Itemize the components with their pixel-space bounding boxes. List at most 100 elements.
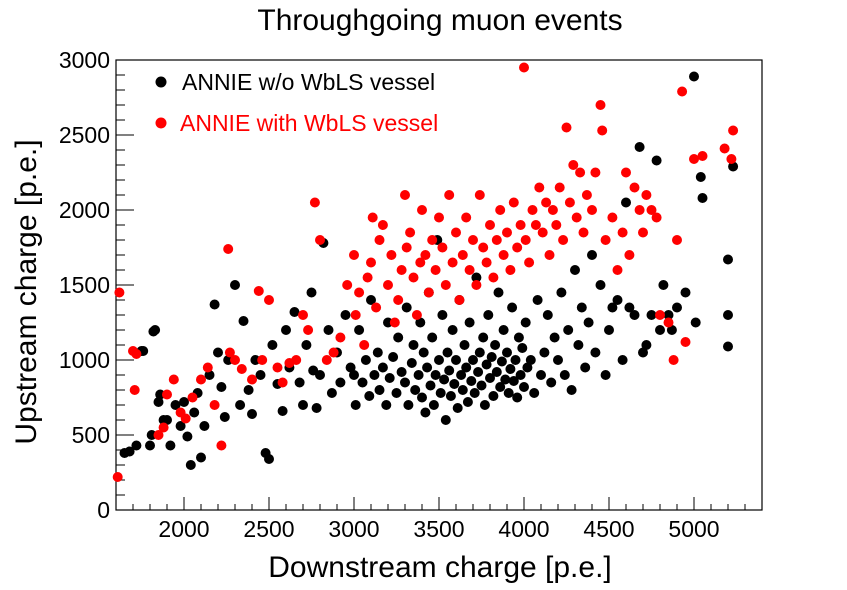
data-point-without-vessel [505,364,516,374]
data-point-without-vessel [695,172,706,182]
y-tick-label: 0 [97,497,110,523]
data-point-without-vessel [459,340,470,350]
data-point-without-vessel [447,325,458,335]
data-point-with-vessel [634,205,645,215]
data-point-with-vessel [420,250,431,260]
data-point-without-vessel [607,302,618,313]
data-point-with-vessel [257,355,268,365]
data-point-without-vessel [235,400,246,410]
data-point-without-vessel [199,421,210,431]
data-point-with-vessel [502,227,512,238]
data-point-without-vessel [529,388,540,398]
data-point-without-vessel [536,370,546,380]
data-point-without-vessel [697,193,708,203]
data-point-with-vessel [537,227,548,238]
data-point-without-vessel [350,400,361,410]
data-point-without-vessel [301,340,312,350]
data-point-with-vessel [534,182,545,193]
data-point-with-vessel [587,205,597,215]
data-point-without-vessel [435,388,446,398]
data-point-with-vessel [595,100,606,110]
data-point-with-vessel [571,212,582,223]
data-point-with-vessel [366,257,376,268]
data-point-with-vessel [309,197,320,208]
x-tick-label: 2000 [158,516,209,542]
data-point-without-vessel [422,362,433,373]
data-point-without-vessel [170,400,181,410]
data-point-without-vessel [573,340,584,350]
data-point-without-vessel [230,280,240,290]
data-point-without-vessel [723,254,733,265]
data-point-without-vessel [672,302,682,313]
data-point-without-vessel [491,367,502,377]
data-point-without-vessel [621,197,631,208]
data-point-without-vessel [153,397,164,407]
data-point-without-vessel [690,317,701,328]
data-point-without-vessel [364,391,375,401]
data-point-without-vessel [440,415,451,425]
data-point-with-vessel [641,190,652,200]
data-point-without-vessel [604,325,614,335]
data-point-without-vessel [175,421,186,431]
data-point-with-vessel [581,190,592,200]
data-point-with-vessel [728,125,739,136]
data-point-without-vessel [439,374,450,385]
data-point-with-vessel [527,205,538,215]
data-point-without-vessel [413,370,424,380]
data-point-without-vessel [340,310,351,320]
data-point-with-vessel [663,317,674,328]
data-point-with-vessel [454,295,465,305]
data-point-with-vessel [461,212,472,223]
data-point-with-vessel [578,227,589,238]
data-point-without-vessel [580,362,591,373]
data-point-with-vessel [544,250,555,260]
y-tick-label: 2500 [59,122,110,148]
legend-marker-with-vessel [155,117,167,129]
data-point-without-vessel [464,317,475,328]
data-point-with-vessel [655,310,665,320]
data-point-with-vessel [389,317,400,328]
data-point-without-vessel [145,440,155,451]
data-point-with-vessel [328,347,339,358]
data-point-without-vessel [507,302,518,313]
data-point-without-vessel [723,310,733,320]
data-point-with-vessel [247,374,257,385]
data-point-without-vessel [182,431,193,442]
data-point-with-vessel [530,220,541,230]
data-point-with-vessel [298,310,308,320]
data-point-with-vessel [129,385,140,395]
data-point-without-vessel [522,362,533,373]
data-point-without-vessel [634,142,645,152]
data-point-without-vessel [680,287,691,298]
data-point-with-vessel [451,227,461,238]
data-point-without-vessel [553,355,563,365]
data-point-with-vessel [216,440,227,451]
data-point-without-vessel [449,379,460,389]
data-point-without-vessel [401,302,412,313]
data-point-with-vessel [253,286,264,296]
data-point-without-vessel [520,317,531,328]
data-point-without-vessel [306,287,317,298]
data-point-with-vessel [272,362,283,373]
data-point-with-vessel [621,167,631,178]
data-point-with-vessel [468,235,478,245]
data-point-with-vessel [677,86,688,97]
data-point-without-vessel [418,347,429,358]
data-point-without-vessel [600,370,611,380]
legend-label-without-vessel: ANNIE w/o WbLS vessel [182,69,435,95]
data-point-without-vessel [456,370,467,380]
data-point-without-vessel [294,377,305,388]
data-point-without-vessel [641,340,652,350]
data-point-without-vessel [663,310,674,320]
data-point-without-vessel [420,407,431,418]
data-point-with-vessel [646,205,657,215]
data-point-with-vessel [209,400,220,410]
data-point-without-vessel [445,391,456,401]
data-point-with-vessel [264,295,274,305]
data-point-with-vessel [481,257,492,268]
data-point-without-vessel [468,355,478,365]
data-point-with-vessel [112,472,123,482]
data-point-without-vessel [486,352,497,362]
data-point-without-vessel [311,403,322,413]
data-point-without-vessel [566,385,577,395]
